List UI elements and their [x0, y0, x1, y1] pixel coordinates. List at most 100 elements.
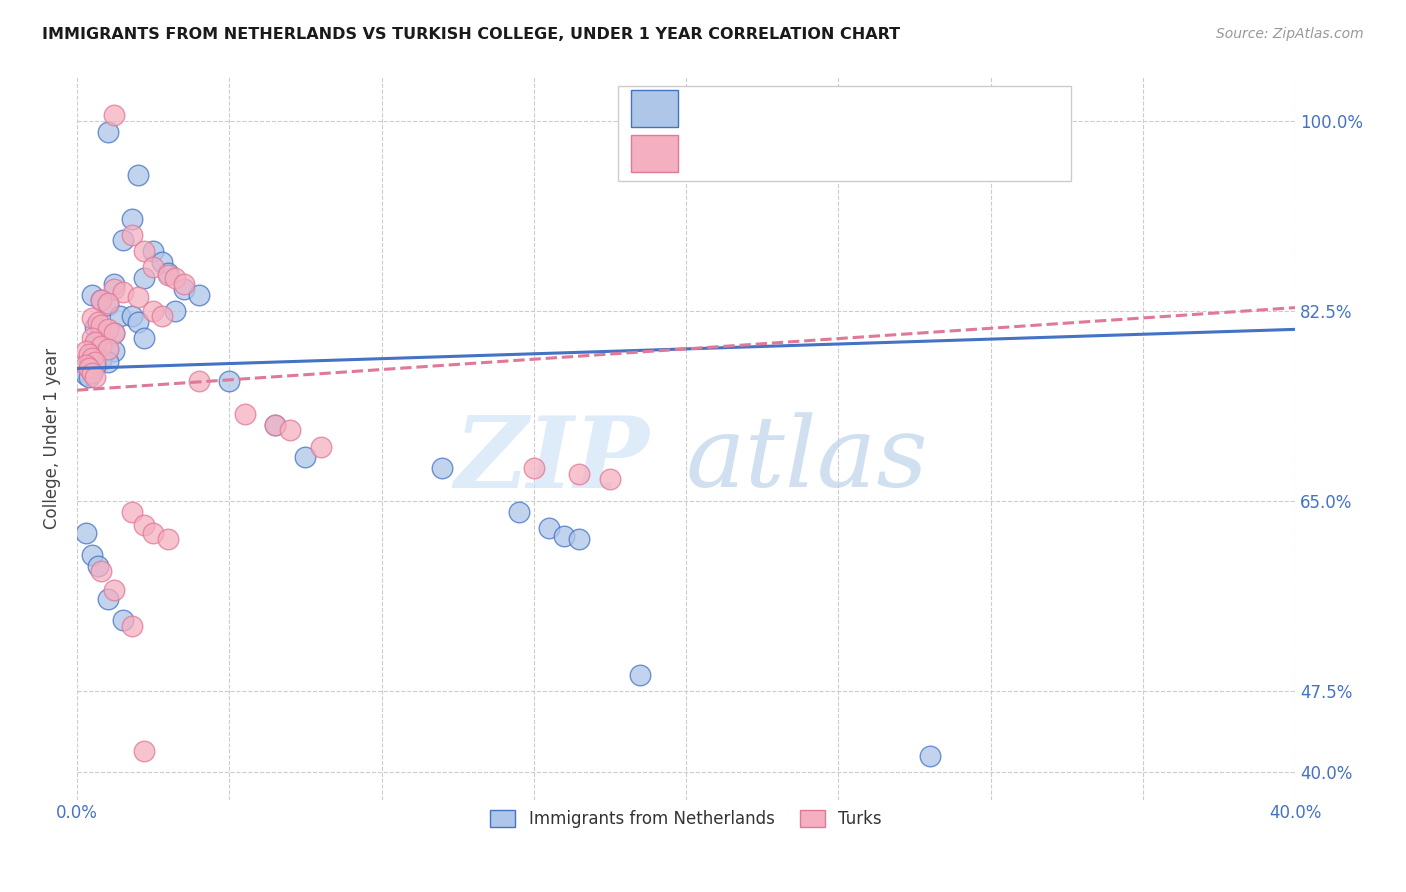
Point: [142, 244, 165, 259]
Point: [84, 370, 107, 384]
Point: [142, 304, 165, 318]
Point: [90, 352, 112, 367]
Point: [75, 526, 97, 541]
Point: [142, 260, 165, 275]
Point: [77, 357, 100, 371]
Point: [309, 440, 332, 454]
Point: [132, 517, 155, 532]
Point: [82, 311, 104, 326]
Point: [163, 271, 186, 285]
Point: [150, 310, 173, 324]
Point: [132, 331, 155, 345]
Point: [294, 450, 316, 465]
Point: [82, 347, 104, 361]
Point: [264, 417, 287, 432]
Point: [187, 375, 209, 389]
Point: [77, 347, 100, 361]
Point: [278, 423, 301, 437]
Point: [87, 315, 110, 329]
Point: [173, 282, 195, 296]
Text: atlas: atlas: [686, 412, 929, 508]
Text: IMMIGRANTS FROM NETHERLANDS VS TURKISH COLLEGE, UNDER 1 YEAR CORRELATION CHART: IMMIGRANTS FROM NETHERLANDS VS TURKISH C…: [42, 27, 900, 42]
Point: [918, 749, 941, 764]
Point: [127, 315, 149, 329]
Point: [82, 366, 104, 380]
Point: [82, 366, 104, 380]
Point: [84, 335, 107, 350]
Point: [121, 619, 143, 633]
Point: [157, 532, 180, 546]
Point: [96, 591, 118, 606]
Point: [103, 108, 125, 122]
Point: [108, 310, 131, 324]
Point: [103, 326, 125, 340]
Point: [96, 342, 118, 356]
Point: [432, 461, 454, 475]
Point: [568, 467, 591, 481]
Point: [103, 326, 125, 340]
Point: [75, 358, 97, 372]
Point: [132, 744, 155, 758]
Point: [121, 227, 143, 242]
Point: [111, 613, 134, 627]
Point: [568, 532, 591, 546]
Point: [233, 407, 256, 421]
Point: [90, 293, 112, 307]
Point: [96, 296, 118, 310]
Point: [77, 361, 100, 376]
Point: [90, 318, 112, 332]
Point: [96, 355, 118, 369]
Point: [84, 359, 107, 374]
Point: [187, 287, 209, 301]
Point: [121, 310, 143, 324]
Point: [82, 331, 104, 345]
Point: [132, 271, 155, 285]
Point: [132, 244, 155, 259]
Point: [87, 559, 110, 574]
Point: [599, 472, 621, 486]
Point: [82, 287, 104, 301]
Point: [82, 351, 104, 365]
Point: [84, 336, 107, 351]
Point: [537, 521, 560, 535]
Point: [90, 340, 112, 354]
Point: [127, 290, 149, 304]
Point: [173, 277, 195, 291]
Point: [121, 505, 143, 519]
Point: [84, 355, 107, 369]
Point: [90, 293, 112, 307]
Point: [142, 526, 165, 541]
Point: [163, 304, 186, 318]
Text: Source: ZipAtlas.com: Source: ZipAtlas.com: [1216, 27, 1364, 41]
Point: [90, 565, 112, 579]
Point: [103, 344, 125, 359]
Point: [96, 125, 118, 139]
Point: [96, 342, 118, 356]
Point: [121, 211, 143, 226]
Point: [103, 582, 125, 597]
Point: [157, 268, 180, 282]
Point: [264, 417, 287, 432]
Point: [508, 505, 530, 519]
Point: [77, 361, 100, 376]
Point: [628, 667, 651, 681]
Point: [111, 285, 134, 300]
Point: [157, 266, 180, 280]
Point: [218, 375, 240, 389]
Y-axis label: College, Under 1 year: College, Under 1 year: [44, 348, 60, 529]
Point: [84, 351, 107, 365]
Point: [523, 461, 546, 475]
Point: [127, 168, 149, 182]
Point: [103, 277, 125, 291]
Point: [90, 326, 112, 340]
Text: ZIP: ZIP: [454, 412, 650, 508]
Point: [96, 298, 118, 312]
Point: [84, 320, 107, 334]
Point: [90, 338, 112, 352]
Point: [103, 282, 125, 296]
Point: [75, 368, 97, 382]
Legend: Immigrants from Netherlands, Turks: Immigrants from Netherlands, Turks: [484, 803, 889, 835]
Point: [82, 548, 104, 562]
Point: [96, 322, 118, 336]
Point: [553, 529, 575, 543]
